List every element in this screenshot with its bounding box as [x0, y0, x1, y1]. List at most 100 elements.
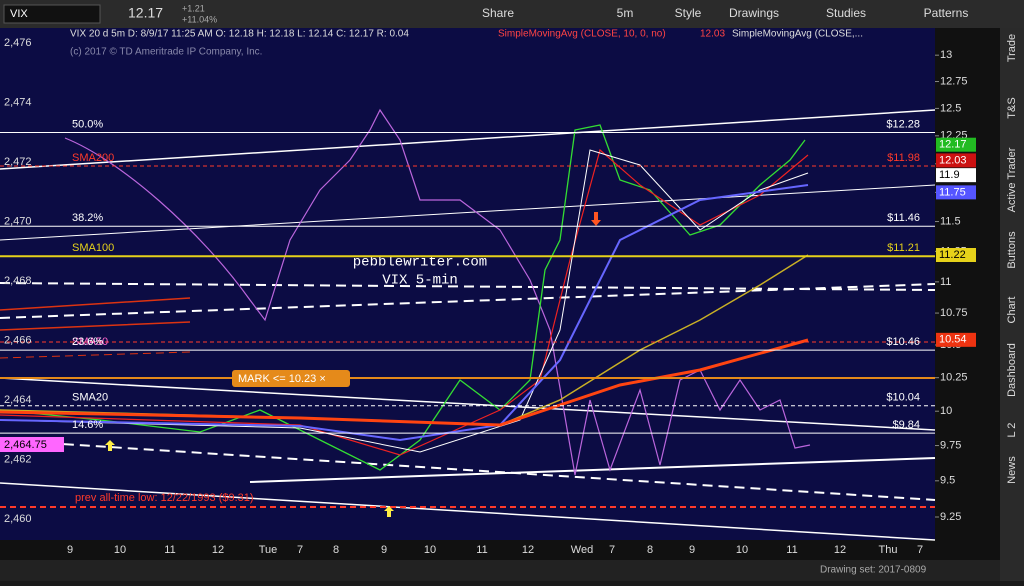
x-tick-label: 12: [834, 544, 846, 556]
side-tab[interactable]: Buttons: [1006, 231, 1018, 269]
x-axis: [0, 540, 1000, 560]
side-tab[interactable]: T&S: [1006, 97, 1018, 118]
right-tick-label: 9.5: [940, 475, 955, 487]
x-tick-label: 10: [114, 544, 126, 556]
left-price-box: [0, 437, 64, 452]
price-flag: [936, 168, 976, 183]
x-tick-label: 9: [381, 544, 387, 556]
right-tick-label: 11: [940, 276, 951, 288]
level-price: $11.21: [887, 242, 920, 254]
watermark: VIX 5-min: [382, 273, 458, 289]
right-tick-label: 10.25: [940, 372, 968, 384]
x-tick-label: Wed: [571, 544, 593, 556]
side-tab[interactable]: Chart: [1006, 297, 1018, 324]
toolbar-button[interactable]: Style: [675, 6, 702, 20]
left-tick-label: 2,460: [4, 513, 32, 525]
x-tick-label: 9: [689, 544, 695, 556]
x-tick-label: 11: [786, 544, 797, 556]
x-tick-label: 8: [333, 544, 339, 556]
side-tab[interactable]: Dashboard: [1006, 343, 1018, 397]
price-flag-label: 10.54: [939, 334, 967, 346]
right-tick-label: 10: [940, 405, 952, 417]
price-flag: [936, 247, 976, 262]
trend-line: [0, 109, 936, 170]
level-price: $9.84: [892, 419, 920, 431]
left-tick-label: 2,464: [4, 394, 32, 406]
left-tick-label: 2,472: [4, 156, 32, 168]
right-tick-label: 9.75: [940, 439, 961, 451]
level-price: $11.98: [887, 152, 920, 164]
x-tick-label: 7: [917, 544, 923, 556]
price-flag-label: 12.03: [939, 154, 967, 166]
side-tab[interactable]: News: [1006, 456, 1018, 484]
study1: SimpleMovingAvg (CLOSE, 10, 0, no): [498, 29, 666, 40]
mark-label: MARK <= 10.23 ×: [238, 373, 326, 385]
side-tab[interactable]: Active Trader: [1006, 147, 1018, 212]
toolbar-button[interactable]: Patterns: [924, 6, 969, 20]
left-tick-label: 2,470: [4, 215, 32, 227]
footer-bar: [0, 560, 1000, 581]
x-tick-label: 12: [212, 544, 224, 556]
sma200: [0, 338, 809, 427]
level-label: 38.2%: [72, 212, 103, 224]
level-label: 14.6%: [72, 419, 103, 431]
last-price: 12.17: [128, 5, 163, 21]
watermark: pebblewriter.com: [353, 255, 487, 271]
x-tick-label: 10: [736, 544, 748, 556]
price-flag: [936, 185, 976, 200]
mark-box[interactable]: [232, 370, 350, 387]
trend-line: [0, 282, 936, 291]
trend-line: [0, 283, 936, 319]
study2: SimpleMovingAvg (CLOSE,...: [732, 29, 863, 40]
level-price: $10.46: [886, 336, 920, 348]
arrow-down: [591, 212, 601, 226]
level-price: $11.46: [887, 212, 920, 224]
price-flag-label: 11.75: [939, 186, 966, 198]
toolbar-button[interactable]: Studies: [826, 6, 866, 20]
spx-line: [64, 108, 811, 476]
toolbar-button[interactable]: Drawings: [729, 6, 779, 20]
level-price: $10.04: [886, 392, 920, 404]
left-tick-label: 2,466: [4, 334, 32, 346]
side-tab[interactable]: L 2: [1006, 423, 1018, 438]
study1-value: 12.03: [700, 29, 725, 40]
price-flag-label: 11.22: [939, 249, 966, 261]
right-tick-label: 12.75: [940, 75, 968, 87]
x-tick-label: Tue: [259, 544, 278, 556]
trend-line: [0, 297, 191, 331]
right-tick-label: 11.5: [940, 215, 961, 227]
right-axis: [935, 28, 1000, 540]
x-tick-label: Thu: [879, 544, 898, 556]
trend-line: [0, 184, 936, 241]
left-price-label: 2,464.75: [4, 439, 47, 451]
right-tick-label: 9.25: [940, 511, 961, 523]
vix-price: [0, 124, 806, 471]
x-tick-label: 11: [164, 544, 175, 556]
x-tick-label: 7: [609, 544, 615, 556]
left-tick-label: 2,462: [4, 453, 32, 465]
toolbar-button[interactable]: 5m: [617, 6, 634, 20]
trend-line: [0, 439, 936, 501]
x-tick-label: 7: [297, 544, 303, 556]
trend-line: [0, 377, 936, 431]
x-tick-label: 12: [522, 544, 534, 556]
side-bar: [1000, 28, 1024, 581]
toolbar-button[interactable]: Share: [482, 6, 514, 20]
trend-line: [249, 457, 936, 483]
level-price: $12.28: [886, 118, 920, 130]
toolbar: [0, 0, 1024, 28]
symbol-box[interactable]: [3, 4, 101, 24]
price-flag-label: 12.17: [939, 139, 967, 151]
level-label: SMA100: [72, 242, 114, 254]
change: +1.21: [182, 3, 205, 13]
left-tick-label: 2,468: [4, 275, 32, 287]
side-tab[interactable]: Trade: [1006, 34, 1018, 62]
drawings: [0, 108, 936, 541]
level-label: SMA200: [72, 152, 114, 164]
price-flag: [936, 332, 976, 347]
trend-line: [0, 482, 936, 541]
sma50-label: SMA50: [72, 336, 108, 348]
sma10: [0, 148, 809, 456]
